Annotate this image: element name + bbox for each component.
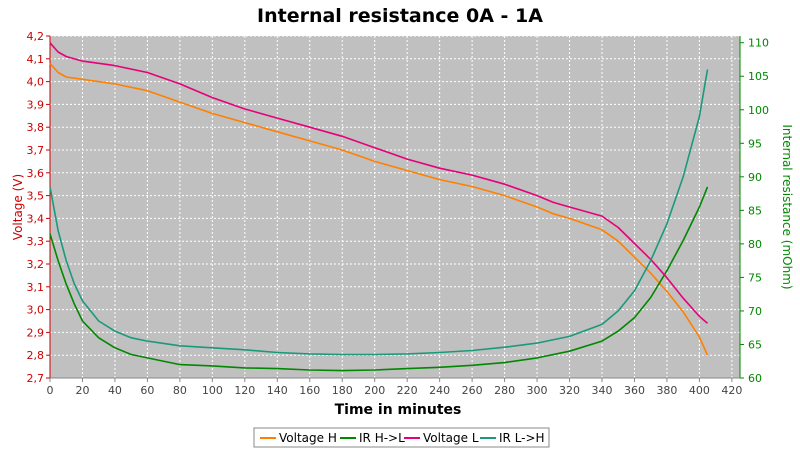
y-tick-label-left: 2,7 <box>27 372 45 385</box>
axes: 0 20 40 60 80 100 120 140 160 180 200 220 240 260 280 3… <box>27 30 770 397</box>
series-layer <box>49 42 709 372</box>
y-tick-label-left: 4,0 <box>27 76 45 89</box>
y-tick-label-right: 60 <box>748 372 762 385</box>
y-axis-label-right: Internal resistance (mOhm) <box>780 124 794 289</box>
y-tick-label-right: 80 <box>748 238 762 251</box>
y-tick-label-right: 65 <box>748 338 762 351</box>
x-tick-label: 80 <box>173 384 187 397</box>
x-tick-label: 200 <box>364 384 385 397</box>
x-tick-label: 60 <box>140 384 154 397</box>
y-tick-label-left: 3,4 <box>27 212 45 225</box>
y-tick-label-left: 3,6 <box>27 167 45 180</box>
y-tick-label-left: 3,5 <box>27 190 45 203</box>
y-tick-label-left: 2,8 <box>27 349 45 362</box>
x-tick-label: 0 <box>47 384 54 397</box>
x-tick-label: 220 <box>397 384 418 397</box>
y-tick-label-right: 105 <box>748 70 769 83</box>
grid-lines <box>49 35 740 379</box>
y-tick-label-left: 3,9 <box>27 98 45 111</box>
x-tick-label: 360 <box>624 384 645 397</box>
x-axis-label: Time in minutes <box>335 402 462 418</box>
plot-area <box>50 36 740 378</box>
y-tick-label-right: 95 <box>748 137 762 150</box>
x-tick-label: 340 <box>592 384 613 397</box>
x-tick-label: 300 <box>527 384 548 397</box>
series-line-ir-l-h <box>49 69 709 356</box>
series-line-voltage-h <box>49 62 709 356</box>
y-tick-label-left: 3,1 <box>27 281 45 294</box>
x-tick-label: 400 <box>689 384 710 397</box>
y-tick-label-left: 4,2 <box>27 30 45 43</box>
y-tick-label-right: 110 <box>748 37 769 50</box>
y-tick-label-left: 3,8 <box>27 121 45 134</box>
x-tick-label: 320 <box>559 384 580 397</box>
x-tick-label: 160 <box>299 384 320 397</box>
series-line-voltage-l <box>49 42 709 324</box>
x-tick-label: 180 <box>332 384 353 397</box>
y-tick-label-left: 2,9 <box>27 326 45 339</box>
chart-title: Internal resistance 0A - 1A <box>257 5 543 27</box>
y-tick-label-right: 85 <box>748 204 762 217</box>
y-tick-label-right: 90 <box>748 171 762 184</box>
x-tick-label: 120 <box>234 384 255 397</box>
y-tick-label-right: 100 <box>748 104 769 117</box>
y-tick-label-right: 70 <box>748 305 762 318</box>
legend-entry-ir-h-l: IR H->L <box>359 431 405 445</box>
legend-entry-voltage-l: Voltage L <box>423 431 479 445</box>
y-axis-label-left: Voltage (V) <box>11 174 25 240</box>
x-tick-label: 40 <box>108 384 122 397</box>
y-tick-label-left: 3,2 <box>27 258 45 271</box>
legend: Voltage H IR H->L Voltage L IR L->H <box>253 427 550 448</box>
legend-box <box>253 427 550 448</box>
x-tick-label: 100 <box>202 384 223 397</box>
y-tick-label-left: 4,1 <box>27 53 45 66</box>
x-tick-label: 420 <box>721 384 742 397</box>
x-tick-label: 380 <box>656 384 677 397</box>
series-line-ir-h-l <box>49 186 709 372</box>
y-tick-label-left: 3,7 <box>27 144 45 157</box>
x-tick-label: 20 <box>75 384 89 397</box>
y-tick-label-left: 3,3 <box>27 235 45 248</box>
x-tick-label: 240 <box>429 384 450 397</box>
x-tick-label: 140 <box>267 384 288 397</box>
x-tick-label: 280 <box>494 384 515 397</box>
y-tick-label-left: 3,0 <box>27 304 45 317</box>
legend-entry-voltage-h: Voltage H <box>279 431 337 445</box>
legend-entry-ir-l-h: IR L->H <box>499 431 545 445</box>
x-tick-label: 260 <box>462 384 483 397</box>
y-tick-label-right: 75 <box>748 271 762 284</box>
